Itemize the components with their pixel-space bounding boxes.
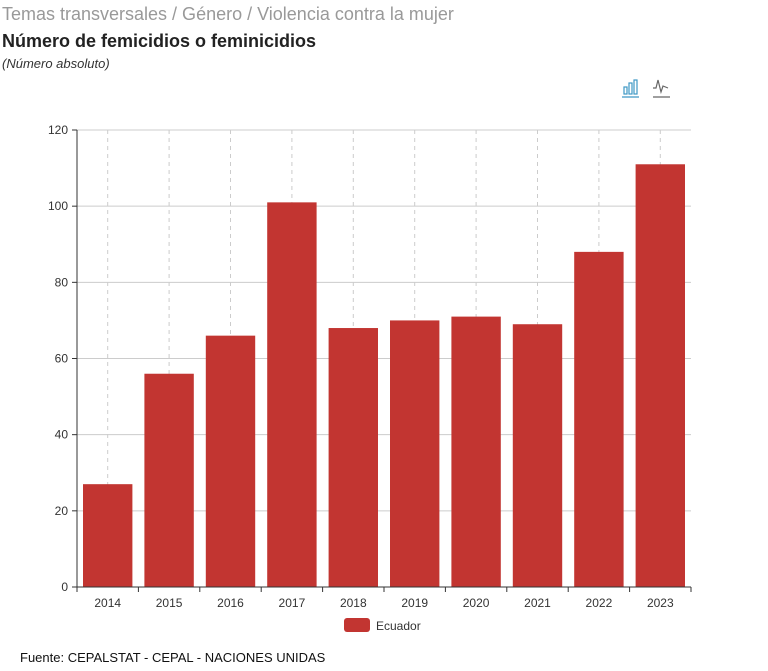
x-tick-label: 2017 [279, 596, 306, 610]
y-tick-label: 80 [55, 275, 69, 289]
bar[interactable] [574, 251, 624, 587]
legend-label: Ecuador [376, 619, 421, 633]
x-tick-label: 2018 [340, 596, 367, 610]
bar[interactable] [83, 484, 133, 587]
bar[interactable] [635, 164, 685, 587]
y-tick-label: 60 [55, 352, 69, 366]
x-tick-label: 2019 [401, 596, 428, 610]
line-chart-icon[interactable] [653, 79, 670, 98]
chart-subtitle: (Número absoluto) [2, 56, 110, 71]
chart-title: Número de femicidios o feminicidios [2, 31, 317, 51]
breadcrumb: Temas transversales / Género / Violencia… [2, 4, 454, 24]
bar[interactable] [390, 320, 440, 587]
source-note: Fuente: CEPALSTAT - CEPAL - NACIONES UNI… [20, 650, 326, 665]
legend-swatch[interactable] [344, 618, 370, 632]
y-tick-label: 40 [55, 428, 69, 442]
x-tick-label: 2020 [463, 596, 490, 610]
x-tick-label: 2014 [94, 596, 121, 610]
bar[interactable] [328, 328, 378, 587]
x-tick-label: 2015 [156, 596, 183, 610]
bar[interactable] [267, 202, 317, 587]
bar[interactable] [512, 324, 563, 587]
y-tick-label: 0 [61, 580, 68, 594]
y-tick-label: 120 [48, 123, 68, 137]
bar[interactable] [205, 335, 256, 587]
x-tick-label: 2016 [217, 596, 244, 610]
bar[interactable] [144, 373, 194, 587]
x-tick-label: 2023 [647, 596, 674, 610]
x-tick-label: 2022 [586, 596, 613, 610]
bar[interactable] [451, 316, 501, 587]
y-tick-label: 20 [55, 504, 69, 518]
x-tick-label: 2021 [524, 596, 551, 610]
y-tick-label: 100 [48, 199, 68, 213]
bar-chart-icon[interactable] [622, 79, 639, 98]
